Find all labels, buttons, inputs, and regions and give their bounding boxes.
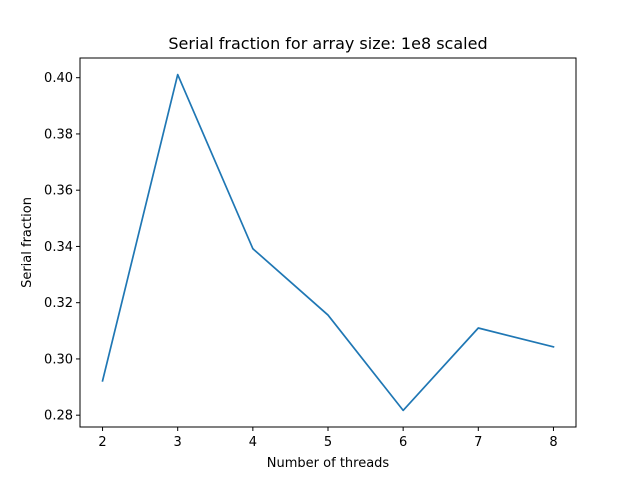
x-tick-label: 5 [324, 435, 332, 450]
y-tick-label: 0.38 [44, 127, 73, 142]
x-tick-label: 8 [549, 435, 557, 450]
series-layer [101, 73, 555, 412]
y-tick-label: 0.28 [44, 409, 73, 424]
y-tick-label: 0.30 [44, 352, 73, 367]
y-axis-ticks: 0.28 0.30 0.32 0.34 0.36 0.38 0.40 [44, 71, 80, 424]
chart-title: Serial fraction for array size: 1e8 scal… [168, 34, 487, 53]
y-tick-label: 0.40 [44, 71, 73, 86]
y-tick-label: 0.34 [44, 240, 73, 255]
x-tick-label: 6 [399, 435, 407, 450]
y-tick-label: 0.36 [44, 184, 73, 199]
x-tick-label: 2 [98, 435, 106, 450]
y-axis-title: Serial fraction [20, 197, 35, 288]
x-tick-label: 7 [474, 435, 482, 450]
x-axis-ticks: 2 3 4 5 6 7 8 [98, 427, 558, 450]
x-tick-label: 3 [174, 435, 182, 450]
x-axis-title: Number of threads [267, 456, 390, 471]
y-tick-label: 0.32 [44, 296, 73, 311]
plot-area-frame [79, 57, 577, 428]
x-tick-label: 4 [249, 435, 257, 450]
